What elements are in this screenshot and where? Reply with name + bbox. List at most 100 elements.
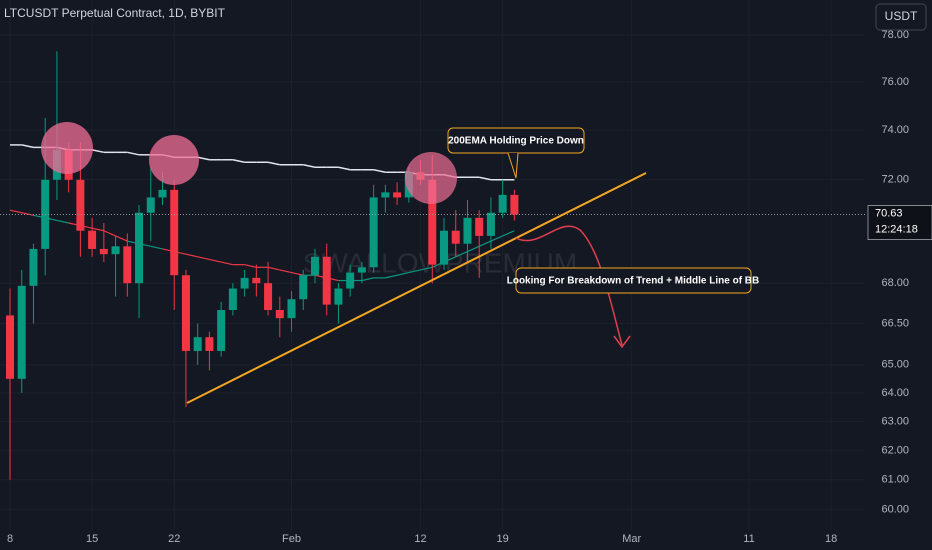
indicator-line [150,245,163,250]
candle-body [99,248,108,255]
indicator-line [502,230,515,237]
indicator-line [267,161,280,166]
indicator-line [21,144,34,149]
indicator-line [420,266,433,271]
indicator-line [244,264,257,268]
x-tick-label: 19 [497,533,509,545]
indicator-line [127,151,140,156]
y-tick-label: 62.00 [881,444,909,456]
indicator-line [408,269,421,274]
highlight-circle [405,152,457,204]
annotation-box [515,267,752,294]
last-price-box [867,205,932,240]
currency-button[interactable] [875,3,927,31]
candle-body [463,217,472,244]
candle-body [428,179,437,265]
x-tick-label: 18 [825,533,837,545]
candle-body [486,212,495,236]
indicator-line [396,271,409,276]
y-tick-label: 78.00 [881,29,909,41]
candle-body [369,197,378,268]
indicator-line [103,230,116,237]
candle-body [217,310,226,351]
indicator-line [303,164,316,168]
candle-body [146,197,155,213]
y-tick-label: 61.00 [881,474,909,486]
indicator-line [267,266,280,271]
indicator-line [279,269,292,274]
candle-body [346,272,355,289]
indicator-line [478,240,492,247]
indicator-line [221,261,234,266]
candle-body [111,246,120,255]
candle-body [451,230,460,244]
x-tick-label: 12 [414,533,426,545]
candle-body [381,192,390,198]
annotation-pointer [507,152,519,179]
x-tick-label: 11 [743,533,754,545]
indicator-line [115,235,128,242]
countdown: 12:24:18 [875,223,918,235]
y-tick-label: 74.00 [881,124,909,136]
candle-body [193,337,202,351]
y-tick-label: 72.00 [881,174,909,186]
indicator-line [467,245,480,253]
indicator-line [197,156,210,161]
x-tick-label: Mar [622,533,641,545]
annotation: 200EMA Holding Price Down [448,136,584,147]
indicator-line [291,271,304,276]
candle-body [299,275,308,300]
highlight-circle [149,135,199,185]
y-tick-label: 68.00 [881,277,909,289]
x-tick-label: 22 [168,533,180,545]
candle-body [334,288,343,305]
candle-body [252,277,261,284]
indicator-line [56,219,69,224]
y-tick-label: 60.00 [881,504,909,516]
indicator-line [21,212,34,216]
indicator-line [209,258,222,263]
x-tick-label: 15 [86,533,98,545]
candle-body [275,310,284,319]
last-price: 70.63 [875,207,903,219]
indicator-line [232,159,245,163]
currency-button-label[interactable]: USDT [885,9,918,23]
candle-body [29,248,38,286]
candle-body [123,246,132,284]
candle-body [6,315,14,379]
chart-title: LTCUSDT Perpetual Contract, 1D, BYBIT [4,6,226,20]
indicator-line [91,227,104,232]
candle-body [310,256,319,276]
candle-body [228,288,237,311]
y-tick-label: 63.00 [881,415,909,427]
candle-body [170,189,179,276]
candle-body [498,194,507,213]
candle-body [287,299,296,319]
highlight-circle [41,122,93,174]
indicator-line [455,250,468,258]
indicator-line [479,176,492,181]
x-tick-label: 8 [7,533,13,545]
candle-body [17,285,26,379]
candle-body [357,267,366,273]
candle-body [181,275,190,351]
indicator-line [185,253,198,258]
indicator-line [361,277,374,282]
y-tick-label: 64.00 [881,387,909,399]
y-tick-label: 76.00 [881,76,909,88]
trendline [186,172,647,404]
candle-body [475,217,484,236]
x-tick-label: Feb [282,533,301,545]
candle-body [322,256,331,305]
indicator-line [490,235,503,242]
indicator-line [91,149,104,154]
indicator-line [373,169,386,173]
candle-body [440,230,449,265]
candle-body [393,192,402,198]
candle-body [240,277,249,289]
candle-body [135,212,144,284]
